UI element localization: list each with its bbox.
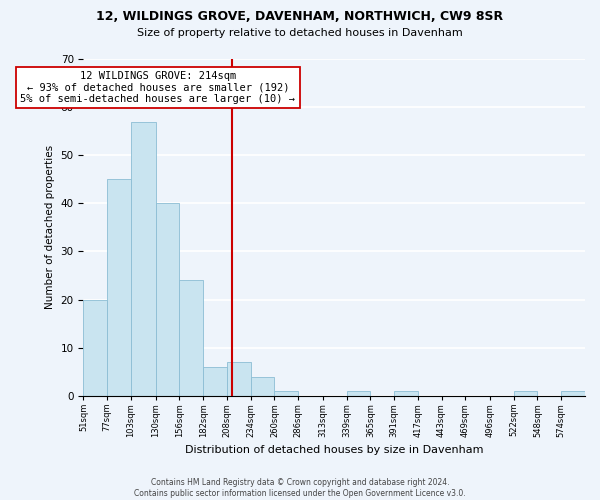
Bar [131,122,155,396]
Text: 12 WILDINGS GROVE: 214sqm
← 93% of detached houses are smaller (192)
5% of semi-: 12 WILDINGS GROVE: 214sqm ← 93% of detac… [20,71,295,104]
Bar [274,391,298,396]
Bar [155,204,179,396]
Bar [179,280,203,396]
Bar [227,362,251,396]
Bar [514,391,538,396]
Bar [83,300,107,396]
Bar [561,391,585,396]
Bar [394,391,418,396]
X-axis label: Distribution of detached houses by size in Davenham: Distribution of detached houses by size … [185,445,484,455]
Bar [251,376,274,396]
Text: Contains HM Land Registry data © Crown copyright and database right 2024.
Contai: Contains HM Land Registry data © Crown c… [134,478,466,498]
Text: 12, WILDINGS GROVE, DAVENHAM, NORTHWICH, CW9 8SR: 12, WILDINGS GROVE, DAVENHAM, NORTHWICH,… [97,10,503,23]
Bar [203,367,227,396]
Text: Size of property relative to detached houses in Davenham: Size of property relative to detached ho… [137,28,463,38]
Bar [107,180,131,396]
Y-axis label: Number of detached properties: Number of detached properties [45,146,55,310]
Bar [347,391,370,396]
